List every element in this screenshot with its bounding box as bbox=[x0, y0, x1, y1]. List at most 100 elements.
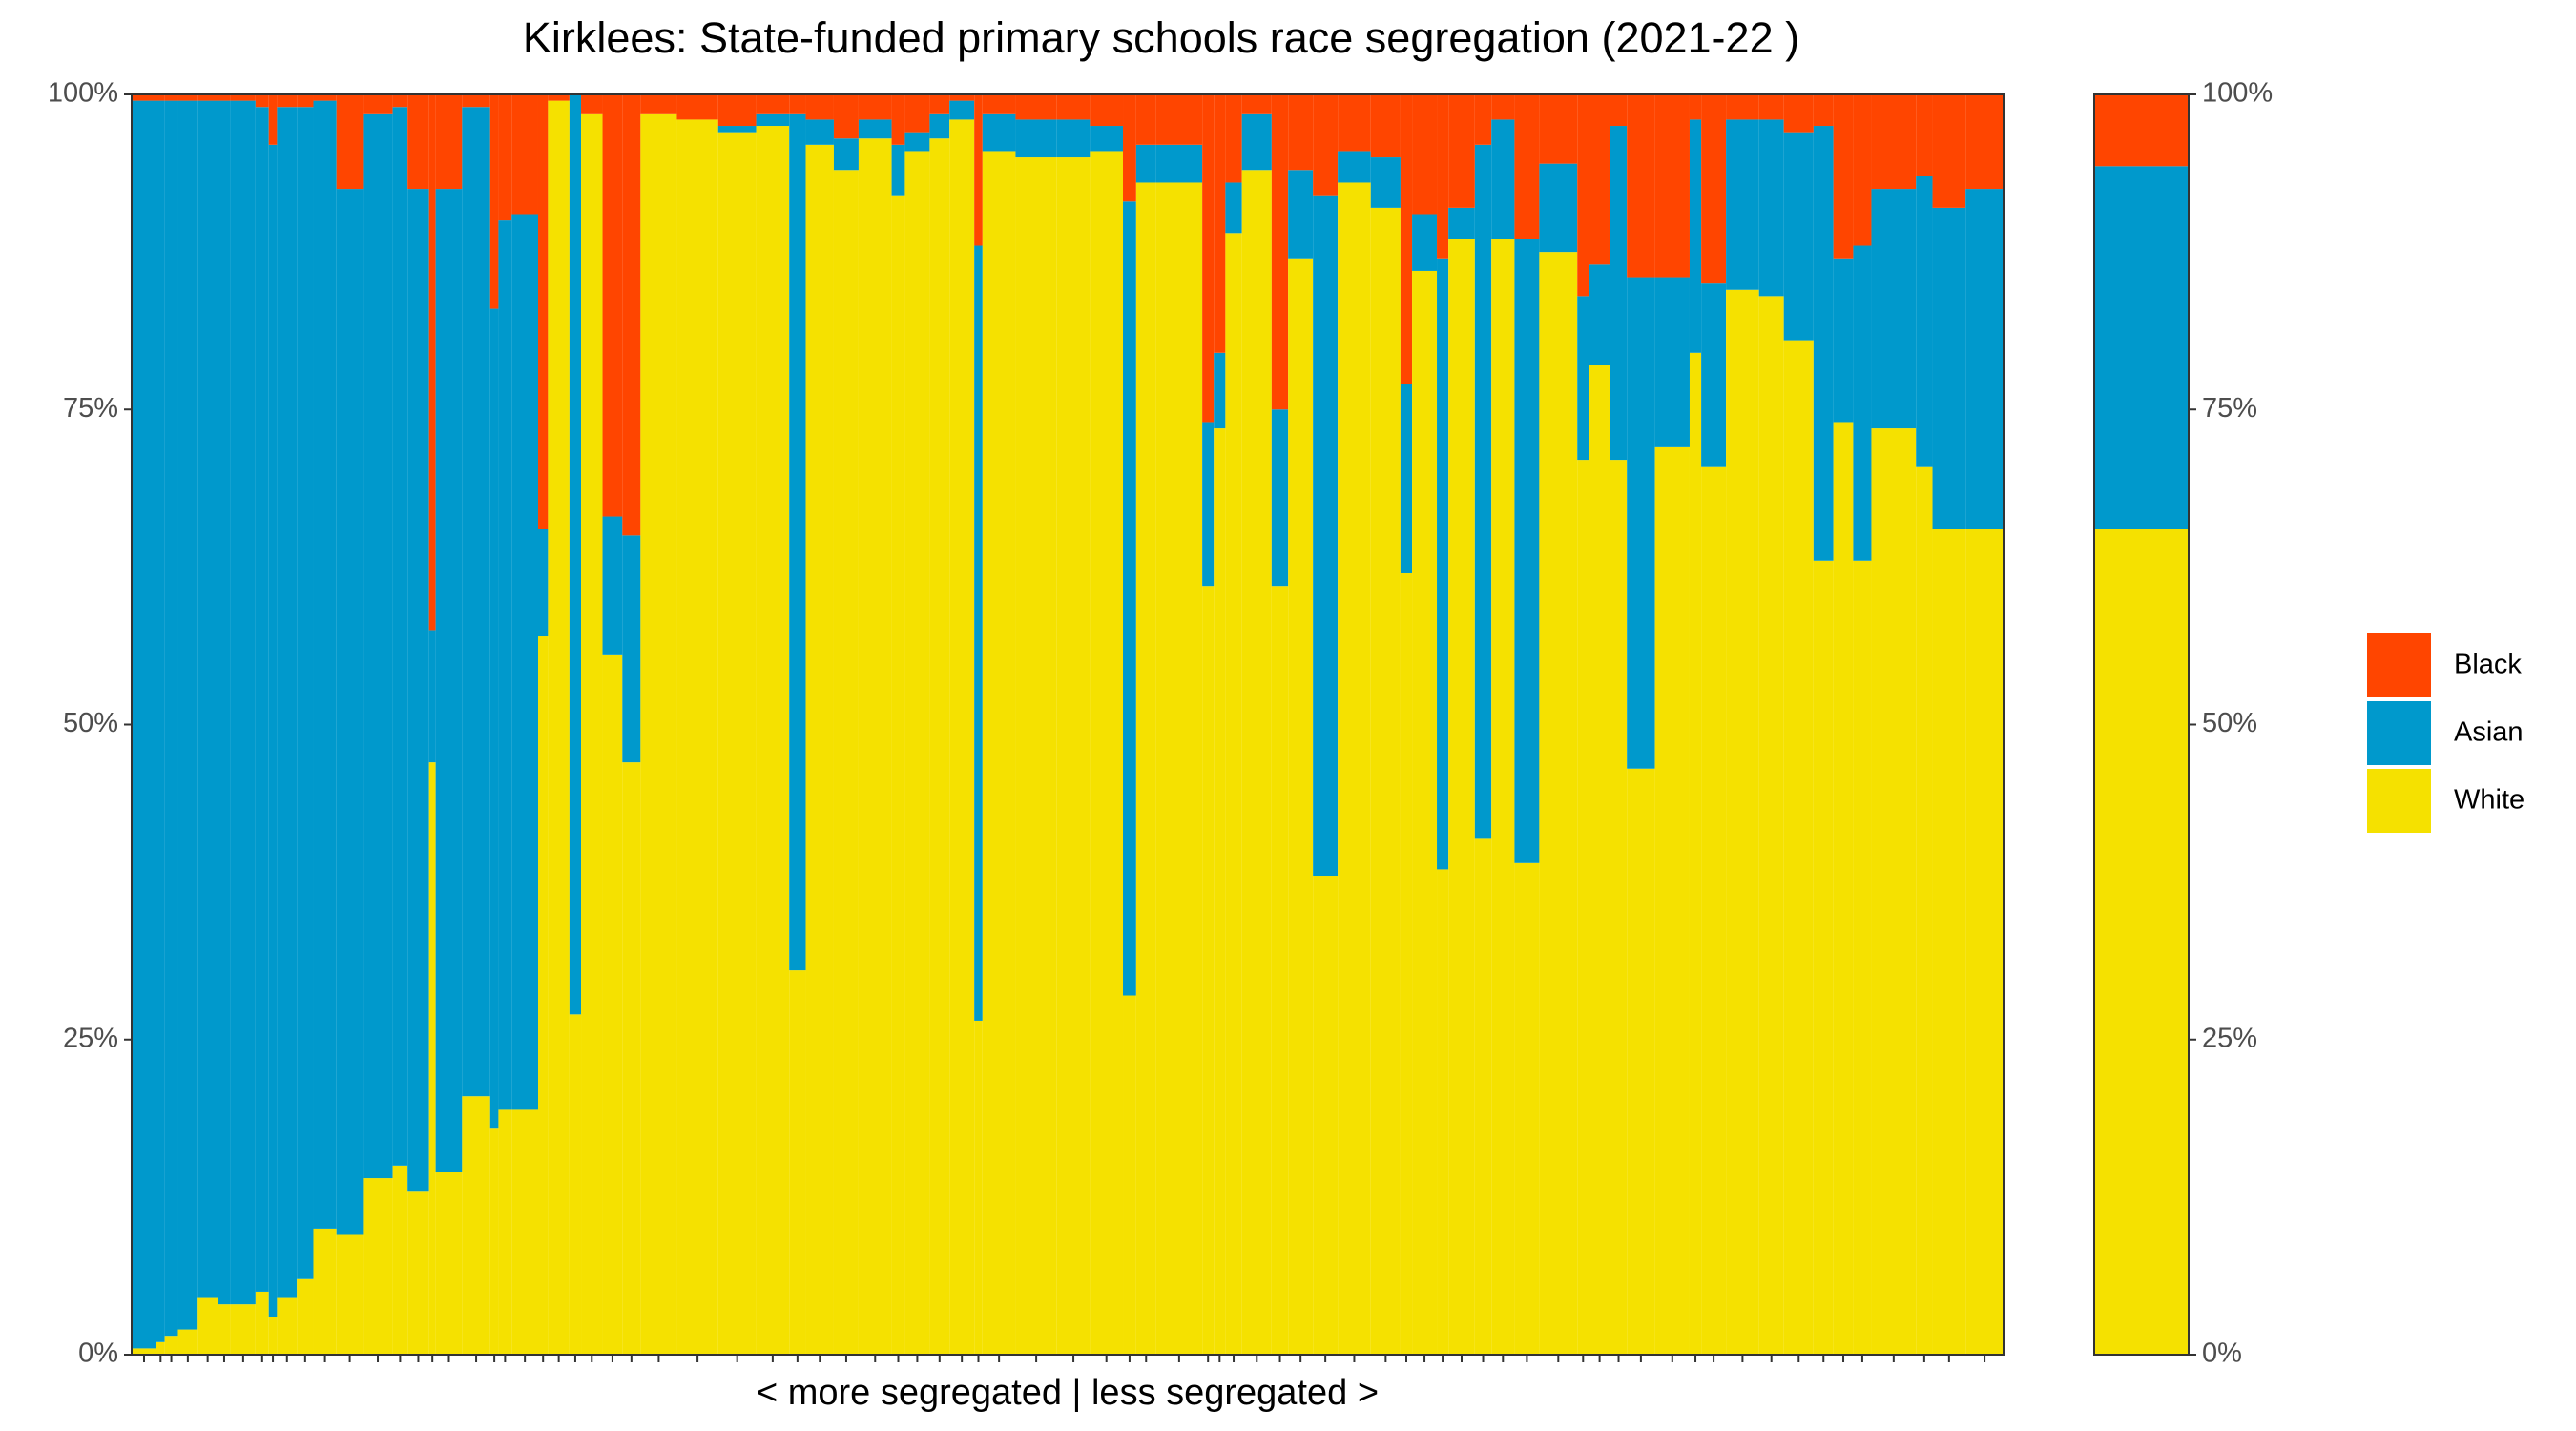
bar-segment bbox=[498, 220, 512, 1110]
bar-segment bbox=[1015, 94, 1057, 120]
bar-segment bbox=[1589, 264, 1610, 366]
bar-segment bbox=[581, 94, 603, 114]
bar-segment bbox=[1448, 238, 1475, 1355]
bar-segment bbox=[511, 1109, 538, 1355]
bar-segment bbox=[1338, 94, 1371, 152]
bar-segment bbox=[1015, 119, 1057, 158]
bar-segment bbox=[1123, 995, 1136, 1355]
bar-segment bbox=[891, 144, 905, 196]
bar-segment bbox=[428, 630, 436, 763]
bar-segment bbox=[1448, 207, 1475, 239]
bar-segment bbox=[1833, 258, 1854, 423]
bar-segment bbox=[1288, 170, 1314, 259]
bar-segment bbox=[1370, 94, 1401, 158]
bar-segment bbox=[805, 119, 834, 145]
bar-segment bbox=[462, 107, 490, 1097]
bar-segment bbox=[756, 94, 790, 114]
bar-segment bbox=[1437, 258, 1449, 870]
bar-segment bbox=[1610, 126, 1628, 461]
bar-segment bbox=[974, 1020, 983, 1355]
bar-segment bbox=[255, 107, 269, 1292]
bar-segment bbox=[1214, 94, 1226, 353]
bar-segment bbox=[1654, 277, 1690, 447]
bar-segment bbox=[1577, 460, 1589, 1356]
bar-segment bbox=[1758, 296, 1784, 1355]
bar-segment bbox=[1783, 340, 1814, 1356]
bar-segment bbox=[1726, 289, 1759, 1355]
bar-segment bbox=[1437, 94, 1449, 259]
bar-segment bbox=[511, 94, 538, 215]
bar-segment bbox=[1474, 94, 1492, 145]
bar-segment bbox=[1813, 560, 1834, 1355]
bar-segment bbox=[177, 94, 198, 101]
bar-segment bbox=[218, 94, 231, 101]
bar-segment bbox=[498, 94, 512, 221]
bar-segment bbox=[537, 529, 549, 637]
y-tick-label: 75% bbox=[63, 393, 118, 424]
bar-segment bbox=[1202, 94, 1215, 423]
bar-segment bbox=[1271, 586, 1289, 1355]
bar-segment bbox=[435, 189, 463, 1172]
bar-segment bbox=[1539, 252, 1578, 1355]
bar-segment bbox=[1701, 466, 1727, 1355]
bar-segment bbox=[407, 189, 429, 1192]
bar-segment bbox=[1241, 113, 1272, 171]
bar-segment bbox=[1474, 838, 1492, 1355]
bar-segment bbox=[1015, 157, 1057, 1355]
bar-segment bbox=[255, 94, 269, 108]
bar-segment bbox=[982, 94, 1016, 114]
bar-segment bbox=[313, 1228, 337, 1355]
bar-segment bbox=[313, 100, 337, 1229]
bar-segment bbox=[548, 100, 570, 1356]
bar-segment bbox=[1135, 94, 1156, 145]
bar-segment bbox=[949, 100, 975, 120]
bar-segment bbox=[277, 94, 298, 108]
bar-segment bbox=[336, 1234, 364, 1355]
bar-segment bbox=[313, 94, 337, 101]
bar-segment bbox=[1241, 170, 1272, 1355]
bar-segment bbox=[622, 535, 641, 763]
bar-segment bbox=[1833, 422, 1854, 1356]
bar-segment bbox=[982, 151, 1016, 1355]
y-tick-label: 50% bbox=[63, 708, 118, 738]
bar-segment bbox=[1155, 94, 1203, 145]
bar-segment bbox=[1627, 94, 1655, 278]
bar-segment bbox=[1491, 94, 1515, 120]
y-tick-label: 100% bbox=[2202, 78, 2273, 109]
bar-segment bbox=[717, 126, 757, 133]
bar-segment bbox=[974, 245, 983, 1021]
bar-segment bbox=[1853, 245, 1872, 561]
bar-segment bbox=[904, 94, 930, 133]
bar-segment bbox=[789, 970, 806, 1355]
bar-segment bbox=[1491, 238, 1515, 1355]
legend-key bbox=[2367, 633, 2431, 697]
bar-segment bbox=[1437, 869, 1449, 1355]
bar-segment bbox=[1627, 768, 1655, 1355]
bar-segment bbox=[1916, 466, 1933, 1355]
y-tick-label: 25% bbox=[2202, 1023, 2257, 1053]
panel-border bbox=[131, 93, 2005, 1356]
bar-segment bbox=[1871, 428, 1917, 1355]
bar-segment bbox=[717, 132, 757, 1355]
bar-segment bbox=[1412, 214, 1438, 271]
bar-segment bbox=[1689, 119, 1702, 353]
bar-segment bbox=[1214, 428, 1226, 1355]
bar-segment bbox=[2094, 166, 2189, 529]
bar-segment bbox=[2094, 94, 2189, 167]
bar-segment bbox=[268, 1317, 278, 1355]
bar-segment bbox=[1654, 94, 1690, 278]
bar-segment bbox=[1514, 94, 1540, 239]
bar-segment bbox=[789, 113, 806, 971]
bar-segment bbox=[268, 144, 278, 1317]
bar-segment bbox=[805, 94, 834, 120]
bar-segment bbox=[156, 100, 165, 1342]
bar-segment bbox=[676, 119, 718, 1355]
bar-segment bbox=[640, 94, 677, 114]
bar-segment bbox=[164, 100, 178, 1337]
bar-segment bbox=[1288, 258, 1314, 1356]
x-axis-label: < more segregated | less segregated > bbox=[757, 1373, 1379, 1413]
chart-title: Kirklees: State-funded primary schools r… bbox=[523, 13, 1799, 62]
bar-segment bbox=[1090, 94, 1124, 127]
bar-segment bbox=[548, 94, 570, 101]
